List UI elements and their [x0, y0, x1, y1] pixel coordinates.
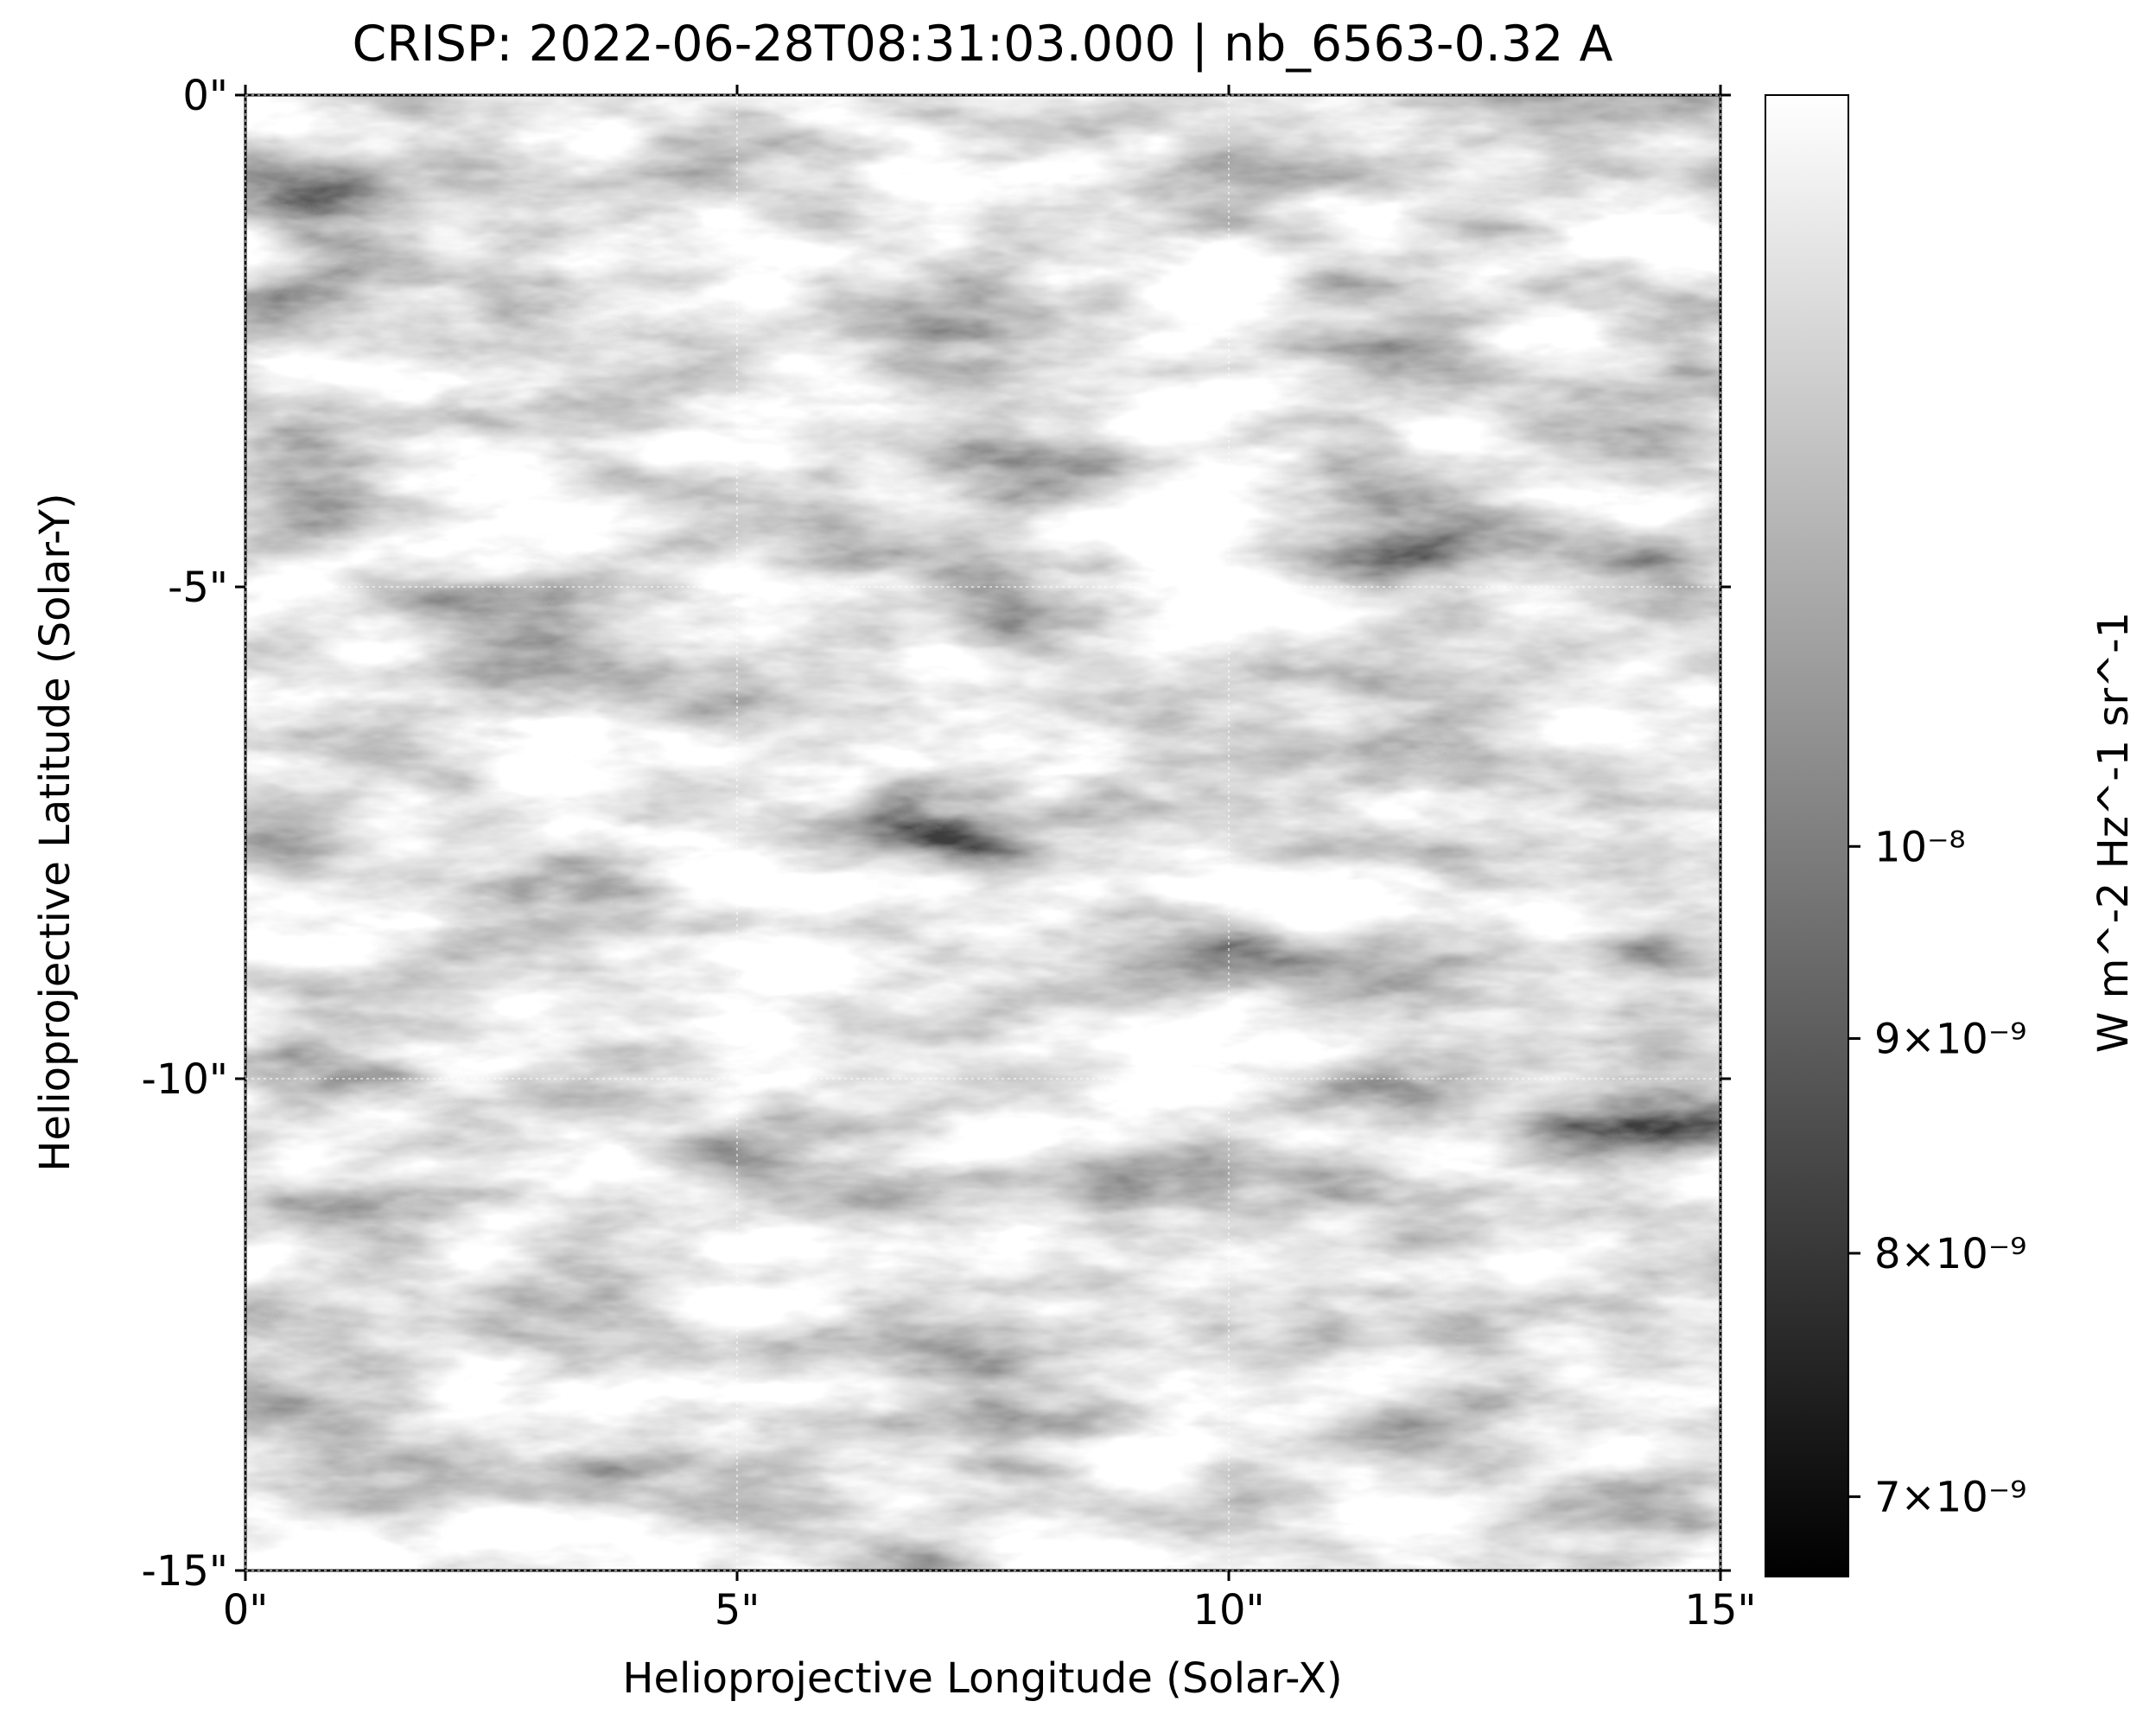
y-axis-label: Helioprojective Latitude (Solar-Y): [31, 493, 79, 1171]
colorbar-tick-label: 7×10⁻⁹: [1874, 1474, 2026, 1522]
colorbar-label: W m^-2 Hz^-1 sr^-1: [2089, 612, 2138, 1053]
colorbar-tick-label: 9×10⁻⁹: [1874, 1016, 2026, 1064]
colorbar: [1765, 94, 1849, 1577]
x-axis-label: Helioprojective Longitude (Solar-X): [622, 1654, 1342, 1703]
colorbar-tick-label: 8×10⁻⁹: [1874, 1230, 2026, 1278]
axes-frame: [244, 93, 1722, 1572]
x-tick-label: 5": [715, 1586, 760, 1634]
y-tick-label: -15": [142, 1547, 228, 1596]
colorbar-tick-label: 10⁻⁸: [1874, 823, 1966, 871]
chart-title: CRISP: 2022-06-28T08:31:03.000 | nb_6563…: [353, 16, 1613, 73]
solar-image: [245, 95, 1720, 1571]
x-tick-label: 10": [1192, 1586, 1264, 1634]
y-tick-label: -10": [142, 1055, 228, 1104]
x-tick-label: 0": [223, 1586, 269, 1634]
x-tick-label: 15": [1684, 1586, 1756, 1634]
y-tick-label: 0": [182, 72, 228, 120]
y-tick-label: -5": [168, 564, 228, 612]
